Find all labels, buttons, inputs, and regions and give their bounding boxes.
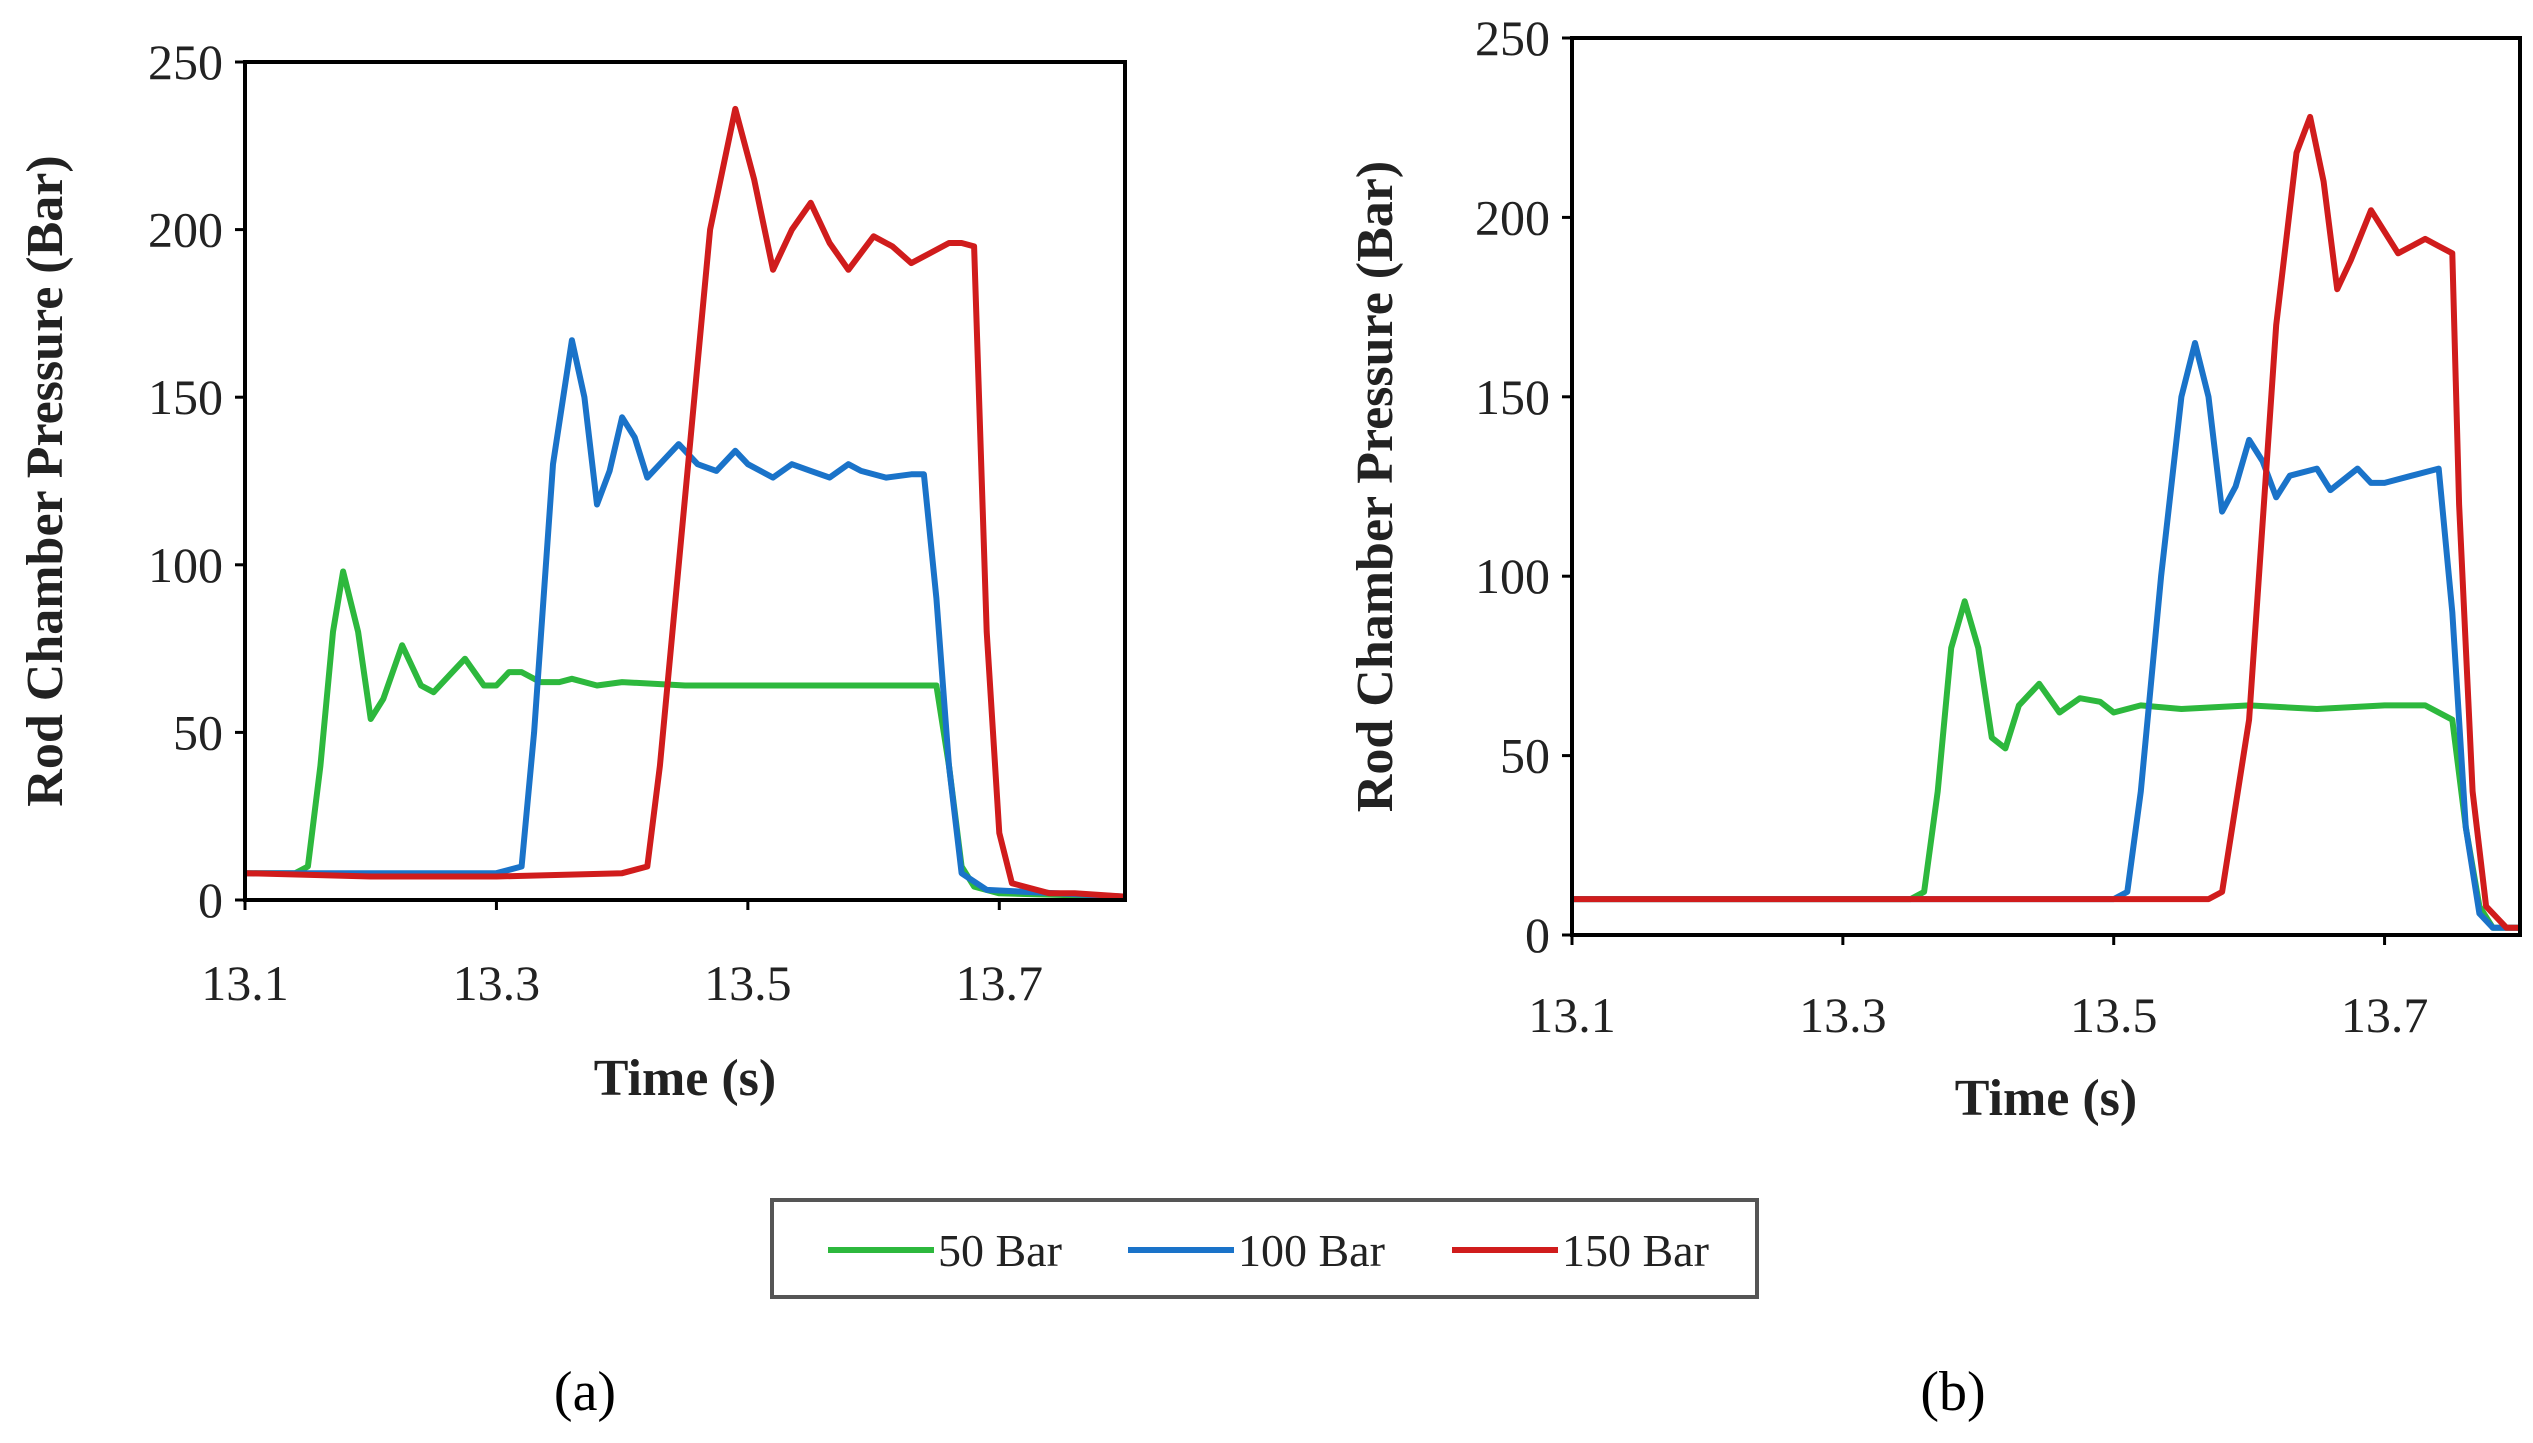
series-line-100-bar xyxy=(1572,340,2520,931)
x-axis-title: Time (s) xyxy=(1955,1070,2137,1127)
series-line-50-bar xyxy=(245,568,1125,900)
series-group xyxy=(245,105,1125,900)
series-line-150-bar xyxy=(1572,113,2520,931)
legend: 50 Bar 100 Bar 150 Bar xyxy=(770,1198,1759,1299)
y-tick-label: 50 xyxy=(1500,728,1550,784)
y-tick-label: 0 xyxy=(198,872,223,928)
y-tick-label: 200 xyxy=(1475,189,1550,245)
panel-label-a: (a) xyxy=(554,1361,616,1423)
legend-label-50-bar: 50 Bar xyxy=(938,1225,1062,1276)
x-tick-label: 13.5 xyxy=(2070,987,2158,1043)
panel-label-b: (b) xyxy=(1920,1361,1985,1423)
series-group xyxy=(1572,113,2520,931)
y-tick-label: 250 xyxy=(148,34,223,90)
chart-panel-a: 0 50 100 150 200 250 13.1 13.3 13.5 13.7 Time (s) R… xyxy=(17,34,1127,1107)
y-tick-label: 100 xyxy=(1475,548,1550,604)
x-axis-title: Time (s) xyxy=(594,1050,776,1107)
x-tick-label: 13.5 xyxy=(704,955,792,1011)
legend-box xyxy=(770,1198,1759,1299)
y-tick-label: 0 xyxy=(1525,907,1550,963)
series-line-150-bar xyxy=(245,105,1125,900)
y-axis-title: Rod Chamber Pressure (Bar) xyxy=(1347,161,1404,812)
x-tick-label: 13.1 xyxy=(1528,987,1616,1043)
x-tick-label: 13.3 xyxy=(1799,987,1887,1043)
y-tick-label: 50 xyxy=(173,704,223,760)
y-tick-label: 200 xyxy=(148,202,223,258)
x-tick-label: 13.1 xyxy=(201,955,289,1011)
legend-label-100-bar: 100 Bar xyxy=(1238,1225,1385,1276)
y-tick-label: 100 xyxy=(148,537,223,593)
plot-frame xyxy=(243,60,1127,902)
x-tick-label: 13.3 xyxy=(453,955,541,1011)
x-tick-label: 13.7 xyxy=(956,955,1044,1011)
y-axis-title: Rod Chamber Pressure (Bar) xyxy=(17,155,74,806)
y-tick-label: 150 xyxy=(1475,369,1550,425)
legend-label-150-bar: 150 Bar xyxy=(1562,1225,1709,1276)
y-tick-label: 250 xyxy=(1475,10,1550,66)
series-line-100-bar xyxy=(245,337,1125,900)
y-tick-label: 150 xyxy=(148,369,223,425)
chart-panel-b: 0 50 100 150 200 250 13.1 13.3 13.5 13.7 Time (s) R… xyxy=(1347,10,2522,1127)
series-line-50-bar xyxy=(1572,598,2520,931)
plot-frame xyxy=(1570,36,2522,937)
x-tick-label: 13.7 xyxy=(2341,987,2429,1043)
